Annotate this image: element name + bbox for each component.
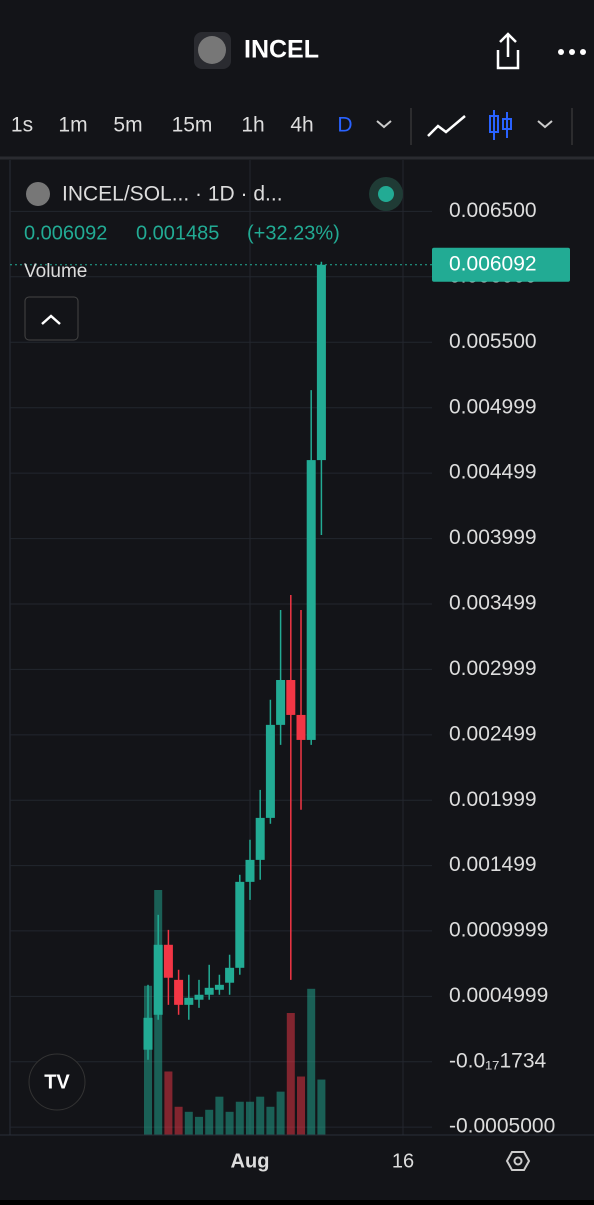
candle-body <box>184 997 194 1005</box>
legend-price: 0.006092 <box>24 222 107 244</box>
status-dot <box>378 186 394 202</box>
volume-bar <box>195 1116 203 1135</box>
candle-body <box>143 1017 153 1050</box>
x-tick-label: 16 <box>392 1150 414 1172</box>
legend: INCEL/SOL... · 1D · d... 0.006092 0.0014… <box>24 177 403 341</box>
y-tick-label: -0.0₁₇1734 <box>449 1049 547 1072</box>
volume-bar <box>256 1096 265 1135</box>
interval-button[interactable]: 1h <box>241 114 264 137</box>
interval-button[interactable]: 5m <box>113 114 142 137</box>
volume-bar <box>174 1106 183 1135</box>
volume-bar <box>184 1111 193 1135</box>
interval-button[interactable]: D <box>337 114 352 137</box>
legend-symbol: INCEL/SOL... · 1D · d... <box>62 183 283 206</box>
candle-body <box>163 944 173 978</box>
candle-body <box>225 967 235 983</box>
candle-body <box>245 859 255 882</box>
candle-body <box>276 680 286 725</box>
candle-chart-button[interactable] <box>489 110 512 140</box>
y-tick-label: 0.004999 <box>449 395 537 418</box>
legend-volume: Volume <box>24 261 87 282</box>
interval-dropdown[interactable] <box>376 120 392 129</box>
volume-bar <box>286 1013 295 1135</box>
candle-body <box>194 994 204 1000</box>
candle-body <box>153 944 163 1015</box>
y-tick-label: 0.005500 <box>449 330 537 353</box>
candle-body <box>204 987 214 995</box>
chart-type-dropdown[interactable] <box>537 120 553 129</box>
candle-body <box>214 984 224 990</box>
y-tick-label: 0.001999 <box>449 788 537 811</box>
volume-bar <box>266 1106 275 1135</box>
y-tick-label: 0.003999 <box>449 526 537 549</box>
legend-change-pct: (+32.23%) <box>247 222 340 244</box>
settings-button[interactable] <box>505 1151 531 1171</box>
interval-button[interactable]: 1s <box>11 114 33 137</box>
volume-bar <box>307 988 316 1135</box>
candle-body <box>286 680 296 715</box>
candle-body <box>316 264 326 461</box>
token-avatar <box>198 36 226 64</box>
volume-bar <box>215 1096 224 1135</box>
more-button[interactable] <box>558 49 586 55</box>
toolbar: 1s 1m 5m 15m 1h 4h D <box>11 108 573 145</box>
volume-bar <box>246 1101 254 1135</box>
collapse-button[interactable] <box>24 296 79 341</box>
y-tick-label: 0.006500 <box>449 199 537 222</box>
last-price-box <box>432 247 570 282</box>
y-tick-label: 0.002499 <box>449 722 537 745</box>
y-tick-label: 0.0004999 <box>449 984 548 1007</box>
line-chart-button[interactable] <box>427 115 466 137</box>
candle-body <box>296 714 306 740</box>
share-button[interactable] <box>496 32 520 70</box>
legend-avatar <box>26 182 50 206</box>
volume-bar <box>205 1109 214 1135</box>
interval-button[interactable]: 15m <box>172 114 213 137</box>
candle-body <box>265 724 275 818</box>
x-tick-label: Aug <box>231 1150 270 1172</box>
tradingview-logo[interactable]: TV <box>28 1053 86 1111</box>
volume-bar <box>276 1091 285 1135</box>
y-tick-label: 0.003499 <box>449 592 537 615</box>
interval-button[interactable]: 1m <box>58 114 87 137</box>
candle-body <box>306 460 316 740</box>
legend-change: 0.001485 <box>136 222 219 244</box>
candle-body <box>174 979 184 1005</box>
y-tick-label: 0.0009999 <box>449 918 548 941</box>
y-tick-label: 0.002999 <box>449 657 537 680</box>
header-title: INCEL <box>244 36 319 64</box>
header: INCEL <box>194 32 586 70</box>
volume-bar <box>164 1071 173 1135</box>
interval-button[interactable]: 4h <box>290 114 313 137</box>
candle-body <box>255 817 265 860</box>
svg-text:TV: TV <box>44 1071 70 1093</box>
y-tick-label: -0.0005000 <box>449 1115 555 1138</box>
collapse-icon <box>41 314 61 325</box>
candle-body <box>235 881 245 968</box>
y-tick-label: 0.004499 <box>449 461 537 484</box>
volume-bar <box>317 1079 326 1135</box>
volume-bar <box>297 1076 305 1135</box>
volume-bar <box>225 1111 234 1135</box>
volume-bar <box>235 1101 244 1135</box>
y-tick-label: 0.001499 <box>449 853 537 876</box>
last-price-label: 0.006092 <box>449 252 537 275</box>
volume-bar <box>144 985 152 1135</box>
plot: -0.0005000 -0.0₁₇1734 0.0004999 0.0009999 0.… <box>10 160 570 1172</box>
